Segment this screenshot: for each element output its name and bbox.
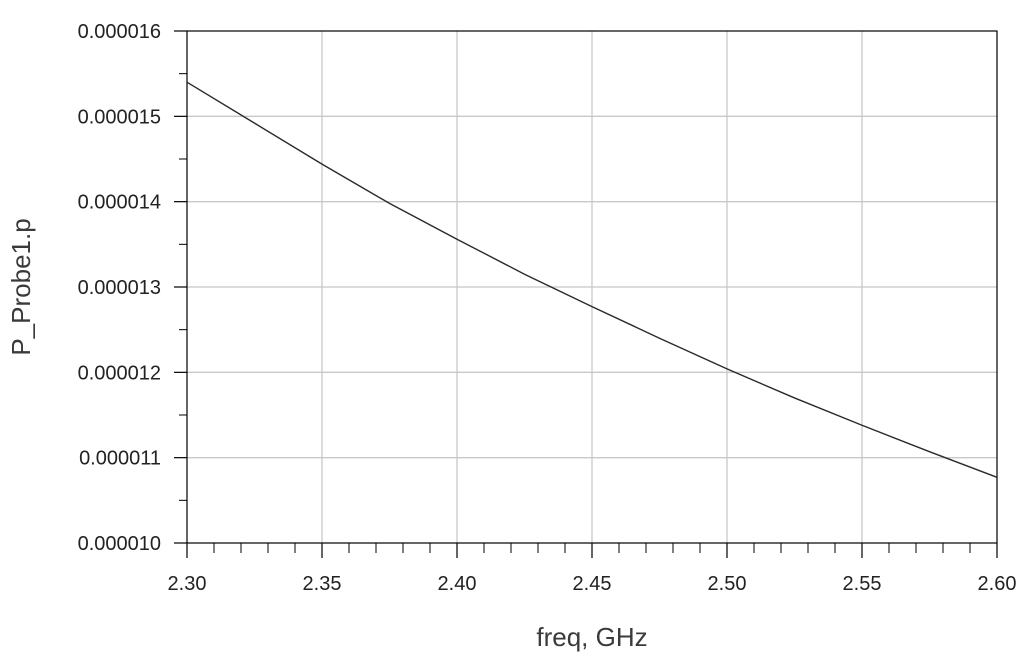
grid <box>187 31 997 543</box>
y-tick-label: 0.000013 <box>78 277 161 299</box>
y-tick-label: 0.000016 <box>78 21 161 43</box>
x-axis-title: freq, GHz <box>536 622 647 652</box>
x-tick-label: 2.55 <box>843 573 882 595</box>
y-tick-label: 0.000014 <box>78 192 161 214</box>
y-tick-labels: 0.000010 0.000011 0.000012 0.000013 0.000014… <box>78 21 161 555</box>
x-tick-label: 2.35 <box>303 573 342 595</box>
series-group <box>186 81 998 478</box>
x-tick-label: 2.30 <box>168 573 207 595</box>
y-tick-label: 0.000012 <box>78 362 161 384</box>
x-tick-labels: 2.30 2.35 2.40 2.45 2.50 2.55 2.60 <box>168 573 1017 595</box>
x-tick-label: 2.45 <box>573 573 612 595</box>
x-tick-label: 2.40 <box>438 573 477 595</box>
minor-ticks <box>174 30 998 558</box>
y-tick-label: 0.000011 <box>79 448 161 470</box>
y-tick-label: 0.000015 <box>78 106 161 128</box>
plot-frame <box>186 30 998 544</box>
x-tick-label: 2.60 <box>978 573 1017 595</box>
y-axis-title: P_Probe1.p <box>6 218 36 355</box>
series-line <box>186 81 998 478</box>
y-tick-label: 0.000010 <box>78 533 161 555</box>
x-tick-label: 2.50 <box>708 573 747 595</box>
